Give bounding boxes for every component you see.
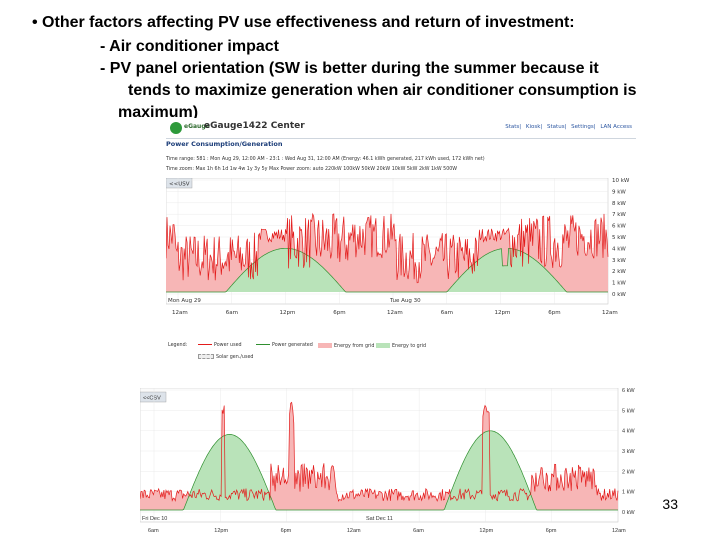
panel-tab-button <box>166 178 193 189</box>
x-tick-label: 12am <box>172 310 188 316</box>
date-label-1: Mon Aug 29 <box>168 298 201 304</box>
x-tick-label: 12am <box>387 310 403 316</box>
x-tick-label: 6am <box>226 310 238 316</box>
panel-tab-label: <<USV <box>169 182 190 188</box>
x-tick-label: 6am <box>413 528 424 534</box>
time-range-info: Time range: 581 : Mon Aug 29, 12:00 AM -… <box>166 157 485 162</box>
date-label-1: Fri Dec 10 <box>142 516 167 522</box>
egauge-screenshot-winter: <<CSV 6 kW 5 kW 4 kW 3 kW 2 kW 1 kW 0 kW 6am 12… <box>140 388 670 540</box>
legend-solar-ratio: Solar gen./used <box>198 354 253 360</box>
y-tick-label: 1 kW <box>612 281 626 287</box>
y-tick-label: 6 kW <box>622 388 635 394</box>
x-tick-label: 6pm <box>548 310 560 316</box>
sub-point-orientation-line1: - PV panel orientation (SW is better dur… <box>100 60 599 77</box>
panel-tab-button <box>140 391 167 403</box>
y-tick-label: 5 kW <box>612 235 626 241</box>
legend-swatch-to-grid <box>376 343 390 348</box>
energy-to-grid-area <box>166 248 608 292</box>
egauge-screenshot-summer: eGauge eGauge1422 Center Stats| Kiosk| S… <box>166 118 636 368</box>
egauge-header: eGauge eGauge1422 Center Stats| Kiosk| S… <box>166 118 636 139</box>
x-tick-label: 6am <box>441 310 453 316</box>
x-tick-label: 12pm <box>214 528 228 534</box>
y-tick-label: 9 kW <box>612 189 626 195</box>
x-tick-label: 6pm <box>333 310 345 316</box>
y-axis-ticks: 10 kW 9 kW 8 kW 7 kW 6 kW 5 kW 4 kW 3 kW 2 kW 1 k… <box>612 178 630 298</box>
legend-swatch-solar <box>198 354 214 359</box>
legend-swatch-generated <box>256 344 270 345</box>
y-tick-label: 0 kW <box>622 510 635 516</box>
x-tick-label: 12pm <box>479 528 493 534</box>
slide-number: 33 <box>662 496 678 512</box>
legend-energy-to-grid: Energy to grid <box>376 343 426 349</box>
legend-power-used: Power used <box>198 343 242 349</box>
y-tick-label: 1 kW <box>622 490 635 496</box>
date-label-2: Tue Aug 30 <box>389 298 421 304</box>
x-tick-label: 12pm <box>280 310 296 316</box>
y-axis-ticks: 6 kW 5 kW 4 kW 3 kW 2 kW 1 kW 0 kW <box>622 388 635 516</box>
power-generated-line <box>140 430 618 511</box>
legend-power-generated: Power generated <box>256 343 313 349</box>
sub-point-air-conditioner: - Air conditioner impact <box>100 38 279 55</box>
power-used-line <box>140 401 619 502</box>
chart-winter: <<CSV 6 kW 5 kW 4 kW 3 kW 2 kW 1 kW 0 kW 6am 12… <box>140 388 635 534</box>
y-tick-label: 4 kW <box>622 429 635 435</box>
x-axis-ticks: 12am 6am 12pm 6pm 12am 6am 12pm 6pm 12am <box>172 310 618 316</box>
egauge-logo-text: eGauge <box>184 123 210 130</box>
y-tick-label: 7 kW <box>612 212 626 218</box>
nav-lan-access[interactable]: LAN Access <box>600 124 632 130</box>
sub-point-orientation-line2: tends to maximize generation when air co… <box>128 82 637 99</box>
chart-legend: Legend: Power used Power generated Energ… <box>166 340 426 366</box>
x-axis-ticks: 6am 12pm 6pm 12am 6am 12pm 6pm 12am <box>148 528 626 534</box>
sub-point-orientation-line3: maximum) <box>118 104 199 121</box>
y-tick-label: 5 kW <box>622 408 635 414</box>
legend-swatch-used <box>198 344 212 345</box>
x-tick-label: 6am <box>148 528 159 534</box>
legend-label: Legend: <box>168 343 188 348</box>
date-label-2: Sat Dec 11 <box>366 516 393 522</box>
y-tick-label: 6 kW <box>612 224 626 230</box>
x-tick-label: 12am <box>612 528 626 534</box>
chart-summer: <<USV 10 kW 9 kW 8 kW 7 kW 6 kW 5 kW 4 kW 3 kW 2… <box>166 178 630 316</box>
x-tick-label: 12pm <box>495 310 511 316</box>
egauge-logo-icon <box>170 122 182 134</box>
panel-tab-label: <<CSV <box>143 396 161 402</box>
power-used-line <box>166 212 609 284</box>
legend-swatch-from-grid <box>318 343 332 348</box>
nav-settings[interactable]: Settings <box>571 124 594 130</box>
legend-energy-from-grid: Energy from grid <box>318 343 374 349</box>
energy-to-grid-area <box>140 430 618 510</box>
zoom-info: Time zoom: Max 1h 6h 1d 1w 4w 1y 3y 5y M… <box>166 167 458 172</box>
page-title: Power Consumption/Generation <box>166 140 283 148</box>
egauge-nav: Stats| Kiosk| Status| Settings| LAN Acce… <box>505 124 632 130</box>
y-tick-label: 0 kW <box>612 292 626 298</box>
x-tick-label: 6pm <box>281 528 292 534</box>
x-tick-label: 12am <box>602 310 618 316</box>
y-tick-label: 3 kW <box>622 449 635 455</box>
x-tick-label: 6pm <box>546 528 557 534</box>
y-tick-label: 4 kW <box>612 246 626 252</box>
nav-stats[interactable]: Stats <box>505 124 520 130</box>
power-generated-line <box>166 247 608 293</box>
nav-kiosk[interactable]: Kiosk <box>525 124 541 130</box>
egauge-title: eGauge1422 Center <box>204 121 305 131</box>
nav-status[interactable]: Status <box>547 124 565 130</box>
y-tick-label: 2 kW <box>622 469 635 475</box>
y-tick-label: 3 kW <box>612 258 626 264</box>
y-tick-label: 10 kW <box>612 178 630 184</box>
y-tick-label: 2 kW <box>612 269 626 275</box>
x-tick-label: 12am <box>347 528 361 534</box>
y-tick-label: 8 kW <box>612 201 626 207</box>
bullet-heading: • Other factors affecting PV use effecti… <box>32 14 575 31</box>
